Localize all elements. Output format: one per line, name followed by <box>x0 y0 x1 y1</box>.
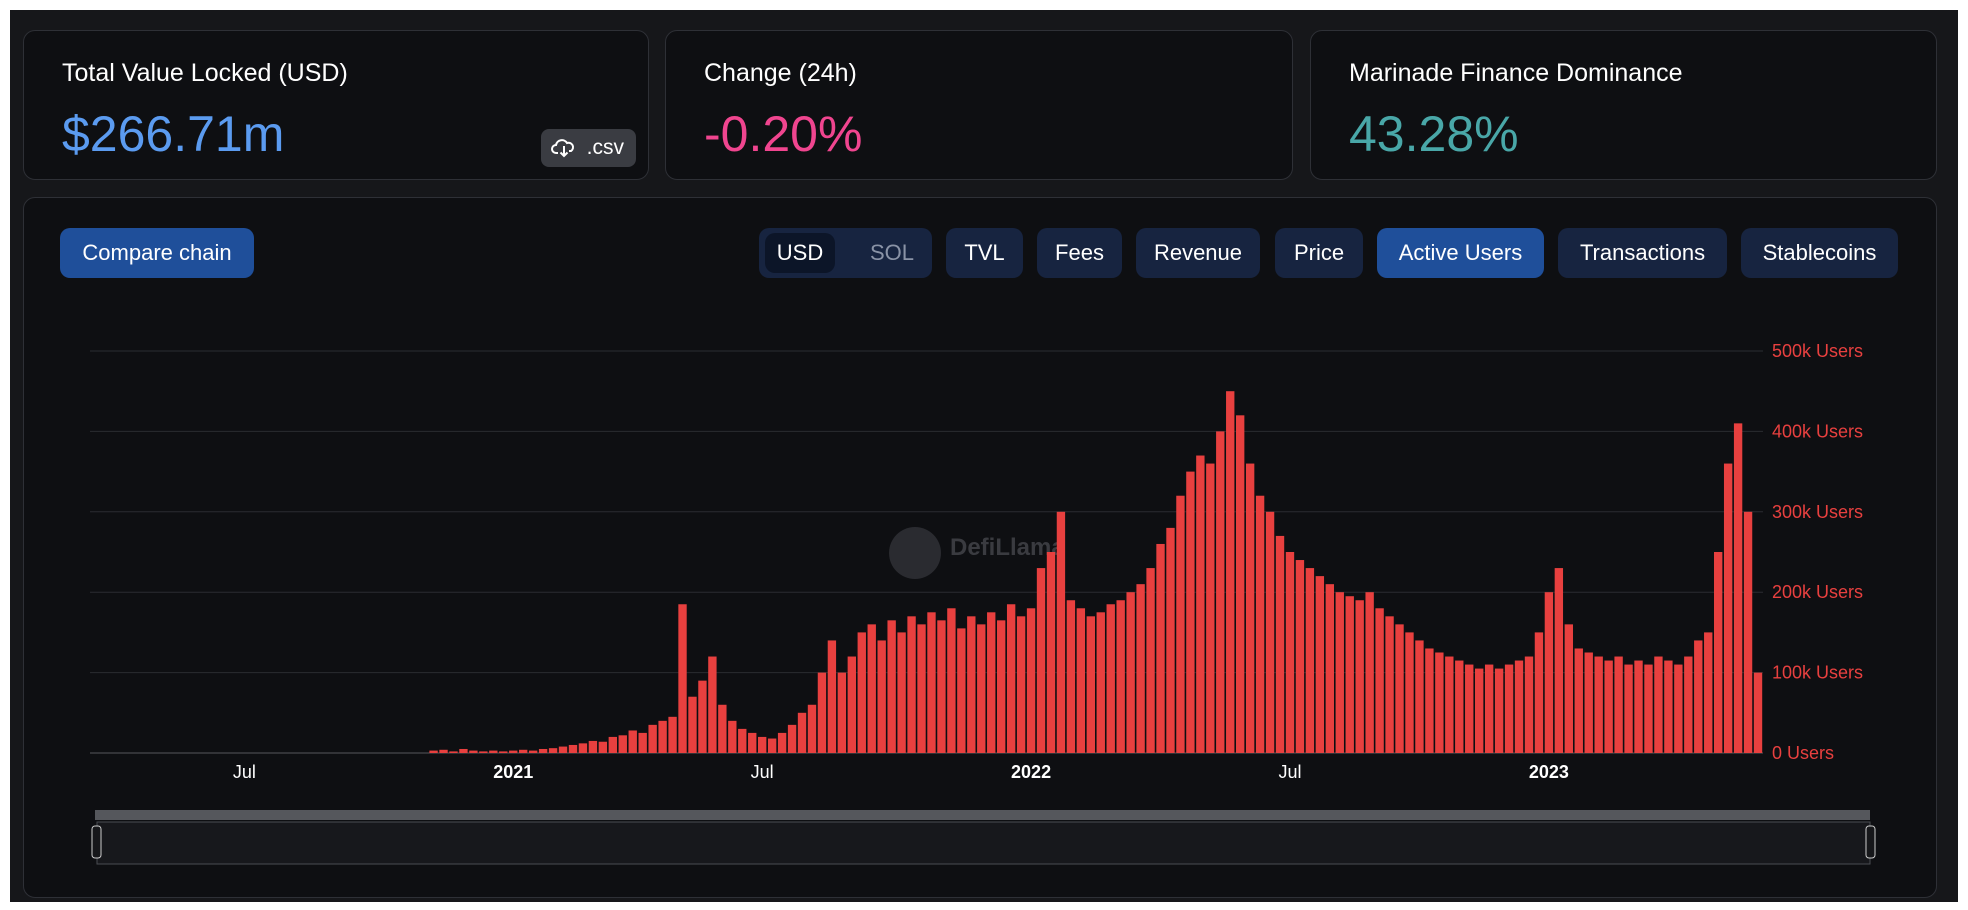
chart-panel <box>23 197 1937 898</box>
tvl-card: Total Value Locked (USD) $266.71m <box>23 30 649 180</box>
metric-button[interactable]: Price <box>1275 228 1363 278</box>
metric-button[interactable]: Stablecoins <box>1741 228 1898 278</box>
metric-button[interactable]: Transactions <box>1558 228 1727 278</box>
stat-label: Change (24h) <box>704 59 857 87</box>
download-icon <box>551 139 575 158</box>
stat-value: -0.20% <box>704 106 863 162</box>
metric-button[interactable]: Revenue <box>1136 228 1260 278</box>
compare-button[interactable]: Compare chain <box>60 228 254 278</box>
stat-value: $266.71m <box>62 106 285 162</box>
metric-button[interactable]: Fees <box>1037 228 1122 278</box>
csv-button[interactable]: .csv <box>541 129 636 167</box>
dominance-card: Marinade Finance Dominance 43.28% <box>1310 30 1937 180</box>
metric-button[interactable]: TVL <box>946 228 1023 278</box>
stat-label: Total Value Locked (USD) <box>62 59 348 87</box>
change-card: Change (24h) -0.20% <box>665 30 1293 180</box>
stat-value: 43.28% <box>1349 106 1519 162</box>
csv-label: .csv <box>586 136 624 159</box>
metric-button[interactable]: Active Users <box>1377 228 1544 278</box>
currency-button[interactable]: SOL <box>869 240 915 265</box>
currency-button[interactable]: USD <box>765 233 835 273</box>
stat-label: Marinade Finance Dominance <box>1349 59 1683 87</box>
